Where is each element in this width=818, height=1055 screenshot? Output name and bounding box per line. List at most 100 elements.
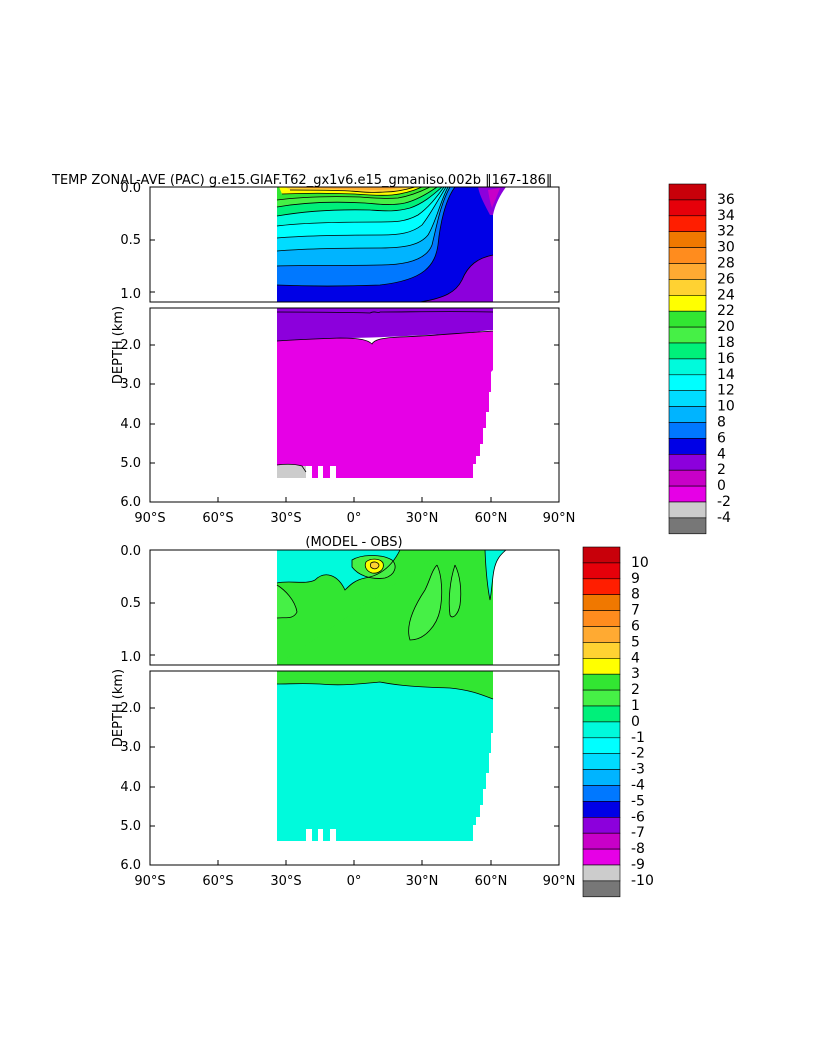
colorbar-tick-label: 18 [717,335,735,351]
colorbar-tick-label: 4 [631,650,640,666]
x-tick-label: 60°N [475,511,508,526]
y-tick-label: 4.0 [120,417,141,432]
x-tick-label: 30°N [406,874,439,889]
temp-band-north-surface-0 [488,188,500,208]
diff-contours [276,550,507,641]
x-tick-label: 0° [347,511,362,526]
top-x-ticks: 90°S 60°S 30°S 0° 30°N 60°N 90°N [134,511,575,526]
colorbar-swatch [582,610,621,627]
temp-contours [276,187,494,302]
x-tick-label: 0° [347,874,362,889]
temp-band-26-28 [295,187,405,190]
colorbar-swatch [668,390,707,407]
colorbar-tick-label: -10 [631,873,654,889]
colorbar-tick-label: 26 [717,271,735,287]
colorbar-swatch [582,578,621,595]
colorbar-tick-label: 24 [717,287,735,303]
colorbar-tick-label: 6 [717,430,726,446]
colorbar-swatch [582,546,621,564]
colorbar-swatch [582,721,621,739]
colorbar-swatch [582,785,621,802]
colorbar-swatch [668,438,707,455]
colorbar-swatch [582,673,621,691]
colorbar-swatch [668,231,707,248]
x-tick-label: 90°N [543,511,576,526]
colorbar-tick-label: -4 [717,510,731,526]
bottom-y-tick-marks [150,602,559,827]
colorbar-swatch [582,705,621,723]
colorbar-swatch [668,422,707,439]
colorbar-tick-label: -8 [631,841,645,857]
diff-band-north-ridge2 [449,565,461,617]
colorbar-tick-label: 1 [631,698,640,714]
colorbar-swatch [668,406,707,423]
x-tick-label: 60°S [202,511,233,526]
colorbar-swatch [668,517,707,535]
x-tick-label: 30°S [270,511,301,526]
colorbar-swatch [582,562,621,580]
colorbar-tick-label: -6 [631,809,645,825]
colorbar-tick-label: 6 [631,619,640,635]
colorbar-swatch [668,279,707,296]
colorbar-swatch [582,880,621,898]
temperature-upper-field [276,187,506,302]
colorbar-tick-label: -7 [631,825,645,841]
colorbar-tick-label: 7 [631,603,640,619]
y-tick-label: 3.0 [120,377,141,392]
colorbar-tick-label: 34 [717,208,735,224]
x-tick-label: 90°S [134,874,165,889]
colorbar-swatch [668,215,707,233]
bottom-y-ticks: 0.0 0.5 1.0 2.0 3.0 4.0 5.0 6.0 [120,544,141,873]
colorbar-swatch [582,689,621,707]
colorbar-tick-label: 10 [631,555,649,571]
colorbar-tick-label: 22 [717,303,735,319]
colorbar-swatch [582,642,621,659]
colorbar-tick-label: -1 [631,730,645,746]
colorbar-tick-label: -2 [717,494,731,510]
colorbar-tick-label: 32 [717,224,735,240]
colorbar-tick-label: -2 [631,746,645,762]
colorbar-tick-label: -3 [631,762,645,778]
diff-upper-field [276,550,507,665]
colorbar-swatch [582,753,621,770]
temp-lower-contours [276,311,494,473]
colorbar-swatch [582,626,621,643]
colorbar-tick-label: 20 [717,319,735,335]
colorbar-swatch [668,310,707,328]
colorbar-swatch [582,864,621,882]
colorbar-tick-label: 4 [717,446,726,462]
colorbar-swatch [668,358,707,376]
colorbar-swatch [668,485,707,503]
colorbar-tick-label: 14 [717,367,735,383]
colorbar-swatch [668,294,707,312]
x-tick-label: 90°N [543,874,576,889]
colorbar-swatch [582,848,621,866]
x-tick-label: 60°N [475,874,508,889]
x-tick-label: 90°S [134,511,165,526]
diff-band-north-1-2 [277,550,493,665]
y-tick-label: 1.0 [120,650,141,665]
colorbar-tick-label: 2 [717,462,726,478]
temp-band-north-2-4 [420,255,493,302]
colorbar-tick-label: 3 [631,666,640,682]
diff-band-west-ridge [277,585,297,618]
colorbar-tick-label: 36 [717,192,735,208]
top-x-tick-marks [217,497,492,502]
x-tick-label: 30°N [406,511,439,526]
colorbar-swatch [582,832,621,850]
colorbar-tick-label: 2 [631,682,640,698]
colorbar-swatch [582,801,621,818]
colorbar-tick-label: 12 [717,383,735,399]
y-tick-label: 2.0 [120,701,141,716]
colorbar-tick-label: 9 [631,571,640,587]
top-ylabel: DEPTH (km) [111,306,126,384]
colorbar-swatch [668,453,707,471]
y-tick-label: 0.0 [120,544,141,559]
diff-band-3-4 [370,561,379,569]
diff-lower-neg1-0 [277,671,493,841]
top-y-tick-marks [150,239,559,464]
y-tick-label: 4.0 [120,780,141,795]
colorbar-swatch [582,769,621,786]
diff-lower-contours [276,681,494,700]
